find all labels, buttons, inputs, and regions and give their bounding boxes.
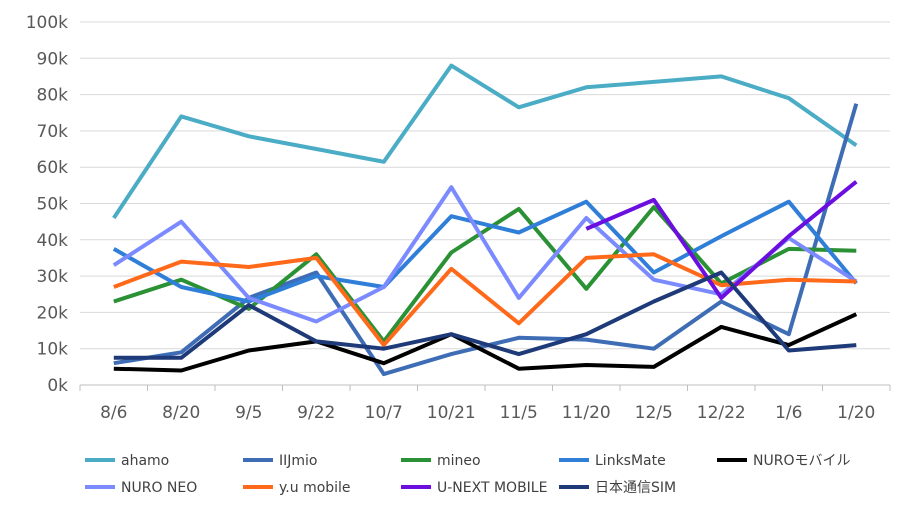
- y-tick-label: 30k: [37, 267, 69, 287]
- x-tick-label: 8/20: [162, 403, 200, 423]
- legend-label: U-NEXT MOBILE: [437, 480, 547, 496]
- legend-label: ahamo: [121, 453, 169, 469]
- y-tick-label: 60k: [37, 158, 69, 178]
- series-line-ahamo: [112, 63, 858, 220]
- legend-label: NUROモバイル: [753, 453, 850, 469]
- legend-label: 日本通信SIM: [595, 480, 676, 496]
- series-line-LinksMate: [112, 199, 858, 304]
- y-tick-label: 20k: [37, 303, 69, 323]
- y-tick-label: 70k: [37, 122, 69, 142]
- x-tick-label: 8/6: [100, 403, 127, 423]
- series-line-mineo: [113, 205, 857, 344]
- series-line-日本通信SIM: [113, 270, 857, 360]
- y-tick-label: 100k: [26, 13, 68, 33]
- x-tick-label: 11/20: [562, 403, 611, 423]
- series-line-U-NEXT MOBILE: [585, 180, 858, 300]
- y-tick-label: 80k: [37, 86, 69, 106]
- x-tick-label: 1/20: [837, 403, 875, 423]
- series-line-NUROモバイル: [113, 312, 858, 373]
- y-tick-label: 10k: [37, 340, 69, 360]
- y-tick-label: 40k: [37, 231, 69, 251]
- x-tick-label: 12/22: [697, 403, 746, 423]
- x-tick-label: 1/6: [775, 403, 802, 423]
- legend-label: LinksMate: [595, 453, 666, 469]
- legend-label: mineo: [437, 453, 481, 469]
- x-tick-label: 9/22: [297, 403, 335, 423]
- y-tick-label: 90k: [37, 49, 69, 69]
- x-tick-label: 10/7: [365, 403, 403, 423]
- y-tick-label: 50k: [37, 195, 69, 215]
- x-tick-label: 12/5: [635, 403, 673, 423]
- legend-label: y.u mobile: [279, 480, 351, 496]
- legend-label: NURO NEO: [121, 480, 197, 496]
- y-tick-label: 0k: [47, 376, 68, 396]
- x-tick-label: 11/5: [500, 403, 538, 423]
- legend-label: IIJmio: [279, 453, 317, 469]
- x-tick-label: 10/21: [427, 403, 476, 423]
- x-tick-label: 9/5: [235, 403, 262, 423]
